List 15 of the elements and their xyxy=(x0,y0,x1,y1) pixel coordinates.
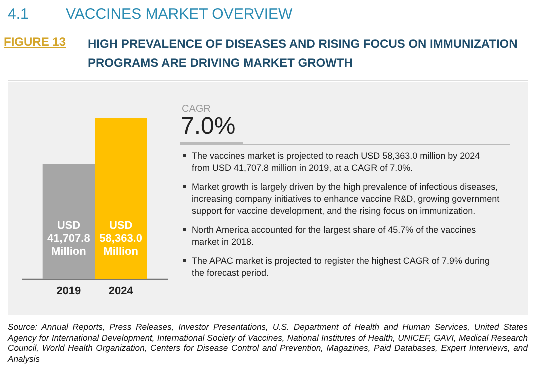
text: Market growth is largely driven by the high prevalence of infectious diseases, increasing company initiatives to enhance vaccine R&D, growing government support for vaccine development, and the rising focus on immunization. xyxy=(180,181,500,217)
x-tick-label: 2024 xyxy=(108,286,134,298)
text: CAGR xyxy=(182,104,211,115)
data-label: USD 58,363.0 Million xyxy=(100,220,142,258)
text: VACCINES MARKET OVERVIEW xyxy=(66,6,293,23)
x-tick-label: 2019 xyxy=(56,286,82,298)
text: HIGH PREVALENCE OF DISEASES AND RISING FOCUS ON IMMUNIZATION PROGRAMS ARE DRIVING MARKET GROWTH xyxy=(88,36,519,72)
text: The vaccines market is projected to reach USD 58,363.0 million by 2024 from USD 41,707.8 million in 2019, at a CAGR of 7.0%. xyxy=(180,150,500,174)
caption: FIGURE 13 xyxy=(4,35,66,49)
source-note: Source: Annual Reports, Press Releases, Investor Presentations, U.S. Department of Health and Human Services, United States Agency for International Development, International Society of Vaccines, National Institutes of Health, UNICEF, GAVI, Medical Research Council, World Health Organization, Centers for Disease Control and Prevention, Magazines, Paid Databases, Expert Interviews, and Analysis xyxy=(8,322,528,364)
text: North America accounted for the largest share of 45.7% of the vaccines market in 2018. xyxy=(180,224,500,248)
data-label: USD 41,707.8 Million xyxy=(48,220,90,258)
text: 7.0% xyxy=(181,113,236,141)
text: The APAC market is projected to register the highest CAGR of 7.9% during the forecast period. xyxy=(180,255,500,279)
text: 4.1 xyxy=(8,6,29,23)
